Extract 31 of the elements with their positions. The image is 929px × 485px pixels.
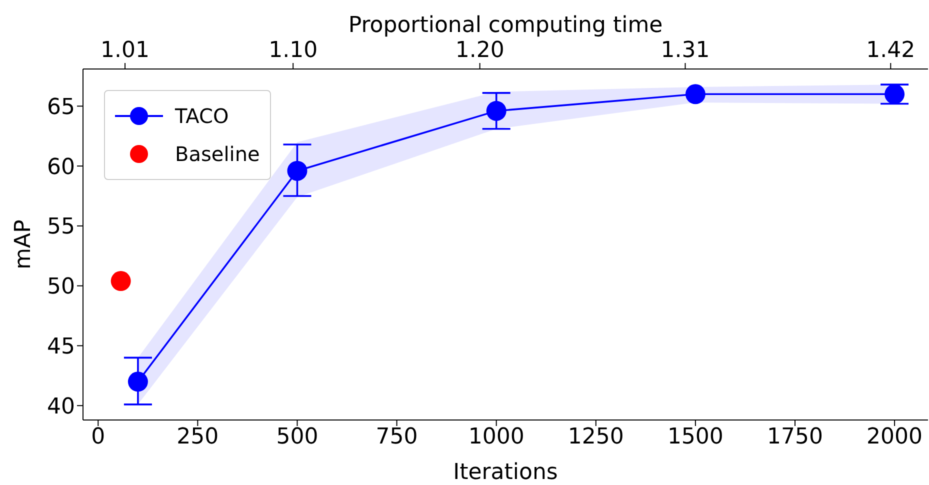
x2-axis-title: Proportional computing time (348, 13, 663, 38)
x2-tick-label: 1.31 (660, 38, 710, 63)
point (884, 84, 905, 104)
x2-tick-label: 1.10 (268, 38, 318, 63)
x-axis-title: Iterations (453, 460, 558, 485)
x-tick-label: 500 (276, 424, 318, 450)
x2-tick-label: 1.42 (866, 38, 916, 63)
y-tick-label: 40 (47, 394, 75, 420)
point (110, 271, 131, 292)
y-tick-label: 55 (47, 214, 75, 240)
x-tick-label: 0 (91, 424, 106, 450)
x2-tick-label: 1.20 (455, 38, 504, 63)
point (128, 372, 148, 392)
y-axis-title: mAP (10, 220, 36, 270)
x-tick-label: 1250 (568, 424, 624, 450)
y-tick-label: 60 (47, 154, 75, 180)
x-tick-label: 250 (176, 424, 219, 450)
legend-label: TACO (175, 104, 229, 128)
legend-label: Baseline (175, 142, 260, 166)
y-tick-label: 45 (47, 334, 75, 360)
x-tick-label: 1000 (468, 424, 524, 450)
y-tick-label: 65 (47, 94, 75, 120)
x2-tick-label: 1.01 (100, 38, 150, 63)
point (486, 100, 506, 121)
x-tick-label: 2000 (866, 424, 923, 450)
point (685, 84, 706, 104)
point (287, 160, 308, 181)
x-tick-label: 1500 (667, 424, 724, 450)
x-tick-label: 1750 (767, 424, 823, 450)
y-tick-label: 50 (47, 274, 75, 300)
x-tick-label: 750 (376, 424, 418, 450)
